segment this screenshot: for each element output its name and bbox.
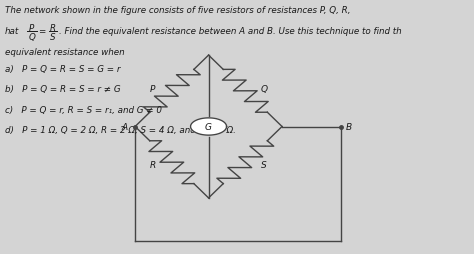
Text: The network shown in the figure consists of five resistors of resistances P, Q, : The network shown in the figure consists… [5,6,350,15]
Text: S: S [261,161,267,170]
Text: a)   P = Q = R = S = G = r: a) P = Q = R = S = G = r [5,65,120,74]
Text: b)   P = Q = R = S = r ≠ G: b) P = Q = R = S = r ≠ G [5,85,120,94]
Text: . Find the equivalent resistance between A and B. Use this technique to find th: . Find the equivalent resistance between… [59,27,402,36]
Text: Q: Q [28,33,36,42]
Text: S: S [50,33,55,42]
Text: R: R [50,24,56,33]
Text: Q: Q [261,84,268,93]
Text: R: R [150,161,156,170]
Text: d)   P = 1 Ω, Q = 2 Ω, R = 2 Ω, S = 4 Ω, and G = 5 Ω.: d) P = 1 Ω, Q = 2 Ω, R = 2 Ω, S = 4 Ω, a… [5,126,236,135]
Text: G: G [205,122,212,132]
Text: P: P [150,84,155,93]
Text: =: = [38,27,46,36]
Text: equivalent resistance when: equivalent resistance when [5,48,124,57]
Text: P: P [28,24,34,33]
Text: hat: hat [5,27,19,36]
Text: c)   P = Q = r, R = S = r₁, and G ≠ 0: c) P = Q = r, R = S = r₁, and G ≠ 0 [5,105,162,114]
Text: B: B [346,122,352,132]
Polygon shape [191,118,227,136]
Text: A: A [122,122,128,132]
